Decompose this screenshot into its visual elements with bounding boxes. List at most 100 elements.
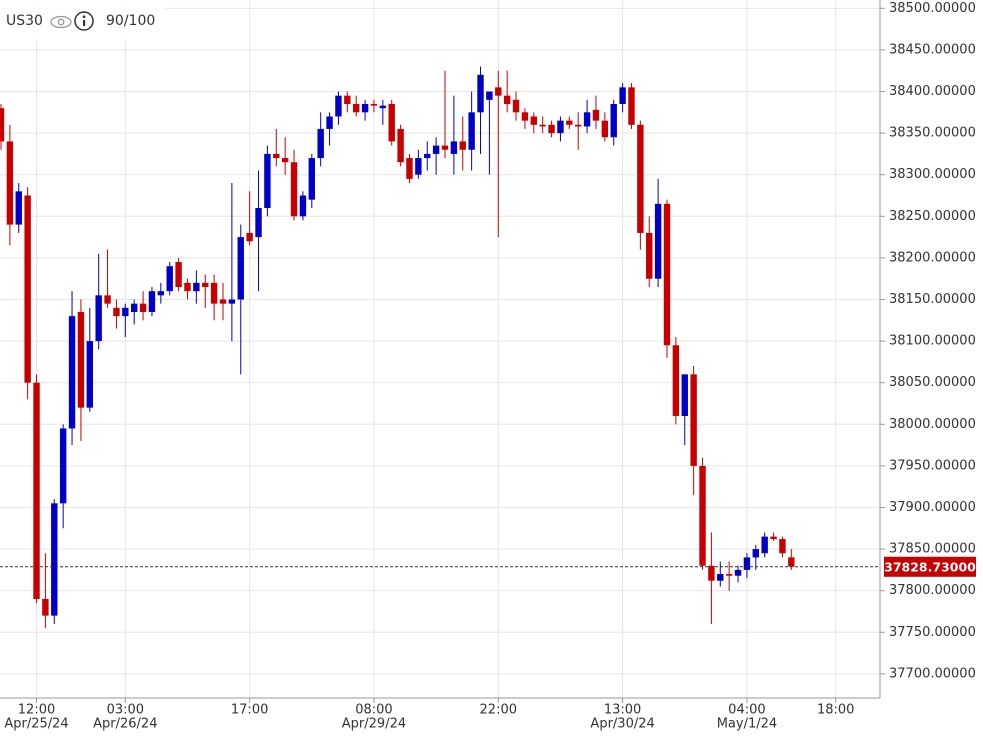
candle-body [184, 282, 191, 292]
y-tick-label: 37850.00000 [889, 542, 976, 557]
candle-body [388, 103, 395, 142]
candle-body [166, 266, 173, 292]
candle-body [299, 195, 307, 217]
candle-body [619, 87, 626, 104]
x-date-label: Apr/25/24 [4, 717, 68, 732]
candle-body [468, 112, 475, 150]
candle-body [379, 105, 387, 109]
candle-body [370, 103, 378, 106]
candle-body [175, 262, 182, 288]
x-date-label: Apr/30/24 [590, 717, 654, 732]
candle-body [779, 539, 786, 554]
candle-body [255, 207, 262, 238]
x-tick-label: 08:00 [355, 703, 392, 718]
y-tick-label: 38300.00000 [889, 167, 976, 182]
candle-body [42, 598, 49, 616]
candle-body [690, 374, 697, 466]
candle-body [566, 120, 573, 125]
y-tick-label: 38000.00000 [889, 417, 976, 432]
candle-body [68, 316, 76, 429]
symbol: US30 [6, 13, 43, 29]
y-tick-label: 37700.00000 [889, 666, 976, 681]
candle-body [33, 382, 40, 599]
y-tick-label: 38100.00000 [889, 334, 976, 349]
candle-body [24, 195, 31, 383]
candle-body [397, 128, 404, 163]
candle-body [521, 112, 529, 121]
candle-body [610, 103, 617, 138]
candle-body [450, 141, 458, 154]
y-tick-label: 38250.00000 [889, 209, 976, 224]
candle-body [51, 503, 58, 616]
candle-body [672, 345, 680, 416]
x-date-label: Apr/26/24 [93, 717, 157, 732]
candle-body [592, 109, 600, 121]
candle-body [219, 299, 227, 304]
candle-body [512, 99, 520, 113]
candle-body [734, 569, 742, 576]
x-tick-label: 22:00 [480, 703, 517, 718]
candle-body [459, 141, 466, 150]
candle-body [59, 428, 67, 504]
y-tick-label: 38150.00000 [889, 292, 976, 307]
candle-body [717, 574, 724, 581]
candle-body [424, 153, 431, 159]
candle-body [530, 116, 537, 125]
candle-body [95, 295, 102, 342]
x-tick-label: 18:00 [817, 703, 854, 718]
candle-body [77, 311, 85, 408]
candle-body [681, 374, 688, 416]
candle-body [415, 158, 422, 175]
candle-body [317, 128, 324, 159]
candles [0, 66, 795, 629]
candle-body [583, 112, 591, 127]
candle-body [237, 237, 244, 300]
candle-body [361, 103, 369, 113]
current-price-label: 37828.73000 [884, 559, 976, 574]
candle-body [486, 91, 493, 100]
info-icon[interactable] [74, 11, 94, 31]
x-tick-label: 13:00 [604, 703, 641, 718]
candle-body [752, 549, 759, 558]
candle-body [353, 103, 360, 113]
y-tick-label: 37800.00000 [889, 583, 976, 598]
candle-body [264, 153, 271, 208]
candle-body [281, 158, 289, 163]
x-date-label: May/1/24 [717, 717, 777, 732]
candle-body [708, 565, 715, 581]
candle-body [770, 536, 777, 540]
candle-body [548, 124, 555, 134]
y-tick-label: 37750.00000 [889, 625, 976, 640]
candle-body [0, 108, 5, 142]
candle-body [601, 120, 609, 138]
candle-body [193, 282, 200, 292]
candle-body [699, 465, 706, 566]
x-tick-label: 04:00 [728, 703, 765, 718]
candle-body [326, 116, 333, 129]
candle-body [628, 87, 635, 125]
y-tick-label: 38450.00000 [889, 42, 976, 57]
subtitle: 90/100 [106, 13, 155, 29]
candle-body [441, 145, 449, 150]
candle-body [743, 557, 751, 570]
candle-body [15, 191, 22, 225]
candle-body [575, 124, 582, 127]
candle-body [406, 158, 413, 179]
candle-body [246, 232, 253, 242]
candle-body [6, 141, 14, 225]
candle-body [344, 95, 351, 104]
y-tick-label: 38050.00000 [889, 375, 976, 390]
grid [0, 0, 880, 698]
x-tick-label: 17:00 [231, 703, 268, 718]
candle-body [157, 291, 165, 296]
eye-icon[interactable] [50, 15, 72, 29]
candle-body [725, 574, 733, 576]
header-bg [0, 0, 165, 40]
x-date-label: Apr/29/24 [342, 717, 406, 732]
candle-body [308, 158, 315, 200]
current-price-box [884, 556, 976, 577]
candle-body [539, 124, 546, 127]
candle-body [290, 162, 298, 217]
candle-body [557, 120, 564, 134]
